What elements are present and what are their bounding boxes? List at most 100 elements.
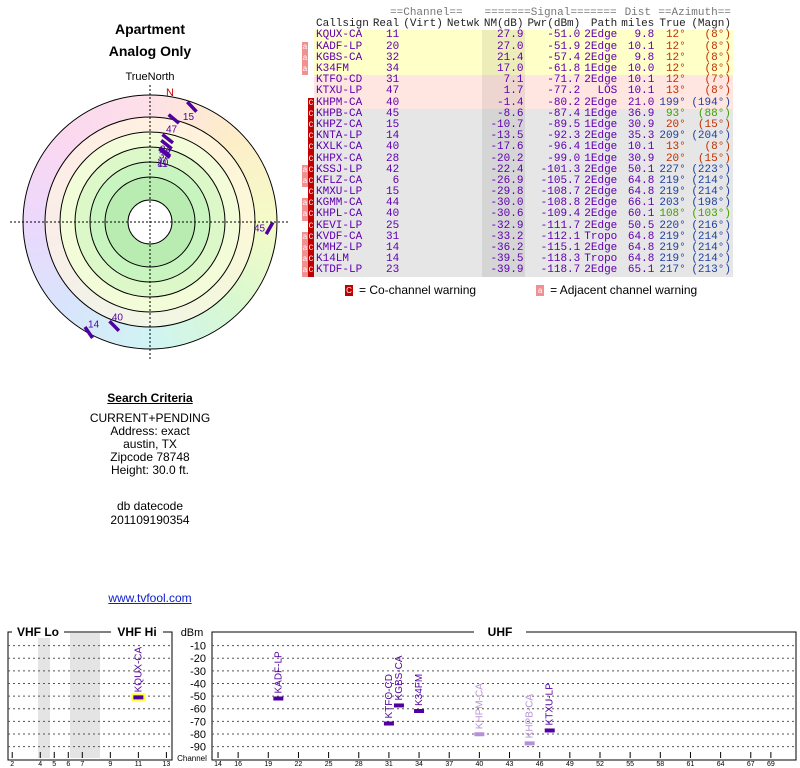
noise-margin: 27.0 bbox=[482, 41, 526, 53]
datecode: 201109190354 bbox=[110, 513, 190, 527]
group-row: ==Channel== =======Signal======= Dist ==Azi… bbox=[302, 8, 733, 20]
azimuth: 219° bbox=[659, 186, 686, 199]
cell bbox=[401, 142, 445, 153]
noise-margin: -13.5 bbox=[482, 131, 526, 142]
power: -118.3 bbox=[540, 253, 581, 266]
real-channel: 44 bbox=[386, 197, 400, 210]
signal-mark bbox=[524, 741, 535, 746]
real-channel: 15 bbox=[386, 186, 400, 199]
path: 2Edge bbox=[584, 163, 618, 176]
path: 1Edge bbox=[584, 152, 618, 165]
station-row: C KHPZ-CA 15 -10.7 -89.5 1Edge 30.9 20° (15°) bbox=[302, 118, 733, 132]
azimuth: 219° bbox=[659, 253, 686, 266]
distance: 10.1 bbox=[627, 141, 655, 154]
warning-flag bbox=[308, 63, 314, 76]
station-label: KTFO-CD bbox=[384, 674, 395, 718]
magnetic: (8°) bbox=[704, 63, 731, 76]
polar-label: 45 bbox=[254, 224, 266, 235]
warning-flag: C bbox=[308, 242, 314, 255]
x-tick-label: 69 bbox=[767, 761, 775, 768]
power: -51.0 bbox=[547, 29, 581, 42]
callsign: KHPB-CA bbox=[316, 107, 363, 120]
callsign: KVDF-CA bbox=[316, 230, 363, 243]
search-lines: CURRENT+PENDING Address: exact austin, TX Z… bbox=[0, 412, 300, 477]
station-row: C KXLK-CA 40 -17.6 -96.4 1Edge 10.1 13° (8°) bbox=[302, 141, 733, 154]
column-header: Pwr(dBm) bbox=[525, 18, 583, 31]
power: -57.4 bbox=[547, 51, 581, 64]
column-header: Path bbox=[582, 19, 620, 31]
x-tick-label: 6 bbox=[66, 761, 70, 768]
path: 2Edge bbox=[584, 40, 618, 53]
path: 1Edge bbox=[584, 141, 618, 154]
signal-mark bbox=[414, 709, 425, 714]
station-row: a C KSSJ-LP 42 -22.4 -101.3 2Edge 50.1 227° (223°… bbox=[302, 163, 733, 176]
power: -71.7 bbox=[547, 74, 581, 87]
site-link[interactable]: www.tvfool.com bbox=[108, 591, 192, 605]
path: 2Edge bbox=[584, 208, 618, 221]
cell bbox=[445, 98, 482, 109]
cell bbox=[302, 19, 314, 31]
real-channel: 28 bbox=[386, 152, 400, 165]
cell bbox=[445, 265, 482, 276]
cell bbox=[401, 243, 445, 254]
cell bbox=[445, 221, 482, 232]
path: 2Edge bbox=[584, 264, 618, 277]
station-row: C KHPX-CA 28 -20.2 -99.0 1Edge 30.9 20° (15°) bbox=[302, 152, 733, 165]
warning-flag bbox=[302, 131, 308, 143]
warning-flag bbox=[308, 52, 314, 64]
distance: 10.1 bbox=[627, 74, 655, 87]
signal-mark bbox=[133, 695, 144, 700]
magnetic: (194°) bbox=[691, 96, 731, 109]
cell bbox=[401, 153, 445, 164]
magnetic: (214°) bbox=[691, 242, 731, 255]
power: -89.5 bbox=[547, 118, 581, 131]
cell bbox=[302, 8, 371, 20]
cell bbox=[445, 86, 482, 97]
gap-band bbox=[38, 633, 50, 758]
power: -96.4 bbox=[547, 141, 581, 154]
magnetic: (204°) bbox=[691, 130, 731, 143]
station-row: a C KHPL-CA 40 -30.6 -109.4 2Edge 60.1 108° (103°… bbox=[302, 208, 733, 221]
warning-flag bbox=[302, 220, 308, 232]
legend-label: = Co-channel warning bbox=[359, 283, 477, 297]
power: -118.7 bbox=[540, 264, 581, 277]
warning-flag: a bbox=[302, 175, 308, 187]
azimuth: 203° bbox=[659, 197, 686, 210]
section-label: VHF Hi bbox=[117, 625, 156, 639]
station-row: C KEVI-LP 25 -32.9 -111.7 2Edge 50.5 220° (216°) bbox=[302, 219, 733, 232]
cell bbox=[445, 120, 482, 131]
signal-mark bbox=[393, 703, 404, 708]
path: LOS bbox=[597, 85, 618, 98]
warning-flag: C bbox=[308, 175, 314, 187]
distance: 50.1 bbox=[627, 163, 655, 176]
real-channel: 31 bbox=[386, 74, 400, 87]
polar-label: 34 bbox=[160, 145, 172, 156]
y-tick-label: -10 bbox=[190, 641, 206, 653]
power: -61.8 bbox=[547, 63, 581, 76]
noise-margin: -32.9 bbox=[482, 220, 526, 232]
signal-mark bbox=[544, 728, 555, 733]
x-tick-label: 28 bbox=[355, 761, 363, 768]
path: 2Edge bbox=[584, 219, 618, 232]
warning-flag: C bbox=[308, 209, 314, 221]
station-row: C KNTA-LP 14 -13.5 -92.3 2Edge 35.3 209° (204°) bbox=[302, 130, 733, 143]
polar-mark bbox=[158, 147, 171, 159]
noise-margin: 27.9 bbox=[482, 30, 526, 41]
real-channel: 20 bbox=[386, 40, 400, 53]
station-table: ==Channel== =======Signal======= Dist ==Azi… bbox=[302, 8, 733, 277]
polar-label: 32 bbox=[159, 150, 171, 161]
section-label-bg bbox=[12, 626, 64, 638]
warning-flag: a bbox=[302, 63, 308, 76]
y-tick-label: -60 bbox=[190, 704, 206, 716]
y-tick-label: -90 bbox=[190, 742, 206, 754]
path: 2Edge bbox=[584, 130, 618, 143]
noise-margin: -29.8 bbox=[482, 187, 526, 198]
north-label: TrueNorth bbox=[125, 71, 174, 83]
real-channel: 25 bbox=[386, 219, 400, 232]
polar-label: 20 bbox=[157, 158, 169, 169]
distance: 10.1 bbox=[627, 40, 655, 53]
real-channel: 31 bbox=[386, 230, 400, 243]
warning-flag: C bbox=[308, 220, 314, 232]
